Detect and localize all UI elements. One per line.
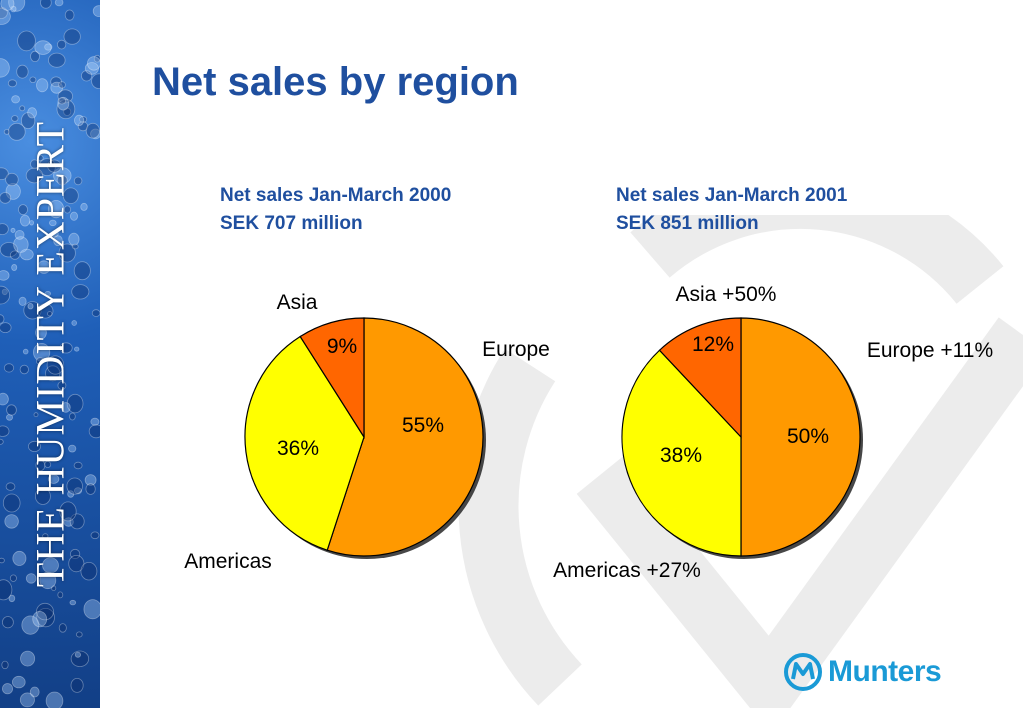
pie-2001: 50% Europe +11% 38% Americas +27% 12% Asia +5… bbox=[553, 283, 993, 582]
background-logo-watermark bbox=[458, 215, 1023, 708]
pie-2001-category-label-0: Europe +11% bbox=[867, 339, 993, 362]
pie-2001-slice-1 bbox=[621, 349, 742, 557]
pie-2000-slice-0 bbox=[326, 317, 484, 557]
chart-2001-subtitle-line2: SEK 851 million bbox=[616, 213, 759, 234]
page-title: Net sales by region bbox=[152, 60, 519, 104]
munters-logo-icon bbox=[784, 653, 822, 691]
pie-2000: 55% Europe 36% Americas 9% Asia bbox=[184, 291, 550, 573]
pie-2001-slice-0 bbox=[740, 317, 861, 557]
pie-2001-category-label-2: Asia +50% bbox=[676, 283, 777, 306]
munters-logo: Munters bbox=[784, 652, 972, 692]
chart-2001-subtitle-line1: Net sales Jan-March 2001 bbox=[616, 185, 848, 206]
pie-2001-value-label-2: 12% bbox=[692, 333, 734, 356]
munters-logo-text: Munters bbox=[828, 655, 942, 688]
pie-2000-value-label-0: 55% bbox=[402, 414, 444, 437]
pie-2000-slice-2 bbox=[299, 317, 365, 440]
pie-2000-slice-1 bbox=[244, 335, 365, 551]
chart-2001-subtitle: Net sales Jan-March 2001 SEK 851 million bbox=[616, 182, 847, 238]
pie-2000-value-label-2: 9% bbox=[327, 335, 357, 358]
pie-2000-category-label-1: Americas bbox=[184, 550, 272, 573]
pie-2001-value-label-1: 38% bbox=[660, 444, 702, 467]
pie-2000-category-label-2: Asia bbox=[277, 291, 318, 314]
brand-sidebar: THE HUMIDITY EXPERT bbox=[0, 0, 100, 708]
water-drops-texture bbox=[0, 0, 100, 708]
chart-2000-subtitle-line2: SEK 707 million bbox=[220, 213, 363, 234]
pie-2001-slice-2 bbox=[658, 317, 742, 439]
pie-2000-category-label-0: Europe bbox=[482, 338, 550, 361]
pie-2001-category-label-1: Americas +27% bbox=[553, 559, 701, 582]
pie-2000-value-label-1: 36% bbox=[277, 437, 319, 460]
chart-2000-subtitle: Net sales Jan-March 2000 SEK 707 million bbox=[220, 182, 451, 238]
pie-2001-value-label-0: 50% bbox=[787, 425, 829, 448]
chart-2000-subtitle-line1: Net sales Jan-March 2000 bbox=[220, 185, 452, 206]
